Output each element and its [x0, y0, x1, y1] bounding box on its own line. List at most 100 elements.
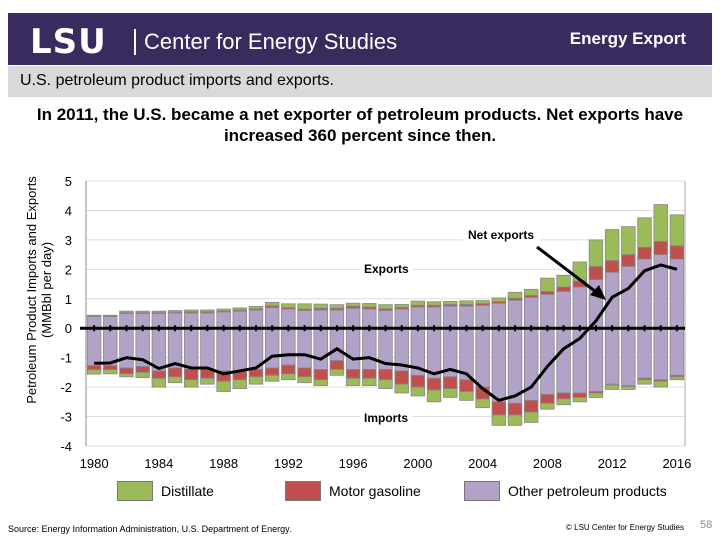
bar-imports-other-petroleum-products	[604, 327, 620, 385]
bar-exports-distillate	[119, 310, 134, 314]
x-tick-label: 1984	[144, 456, 173, 471]
lsu-logo: LSU	[30, 22, 107, 62]
bar-imports-distillate	[669, 376, 685, 381]
slide-subtitle: U.S. petroleum product imports and expor…	[8, 66, 712, 97]
bar-imports-motor-gasoline	[556, 392, 571, 400]
bar-imports-distillate	[103, 369, 118, 375]
bar-exports-distillate	[491, 297, 507, 302]
bar-imports-motor-gasoline	[362, 369, 377, 379]
bar-exports-distillate	[313, 303, 328, 309]
bar-exports-distillate	[135, 310, 150, 314]
bar-imports-motor-gasoline	[572, 392, 587, 398]
bar-imports-other-petroleum-products	[281, 327, 296, 366]
bar-imports-motor-gasoline	[297, 367, 312, 378]
bar-imports-distillate	[232, 379, 247, 389]
bar-exports-other-petroleum-products	[443, 305, 458, 329]
annotation-bg	[360, 408, 412, 424]
bar-exports-distillate	[151, 310, 167, 314]
bar-imports-other-petroleum-products	[491, 327, 507, 403]
bar-exports-distillate	[232, 307, 247, 311]
bar-imports-distillate	[637, 379, 652, 385]
bar-exports-distillate	[507, 291, 523, 299]
bar-imports-distillate	[86, 369, 102, 375]
bar-exports-distillate	[669, 214, 685, 247]
bar-exports-other-petroleum-products	[507, 299, 523, 329]
bar-imports-other-petroleum-products	[475, 327, 490, 388]
x-tick-label: 2004	[468, 456, 497, 471]
bar-imports-motor-gasoline	[443, 376, 458, 389]
bar-imports-distillate	[200, 377, 215, 385]
bar-exports-motor-gasoline	[588, 265, 604, 281]
bar-imports-distillate	[378, 379, 393, 389]
bar-imports-distillate	[264, 374, 280, 382]
bar-imports-other-petroleum-products	[232, 327, 247, 372]
bar-exports-distillate	[86, 314, 102, 317]
bar-imports-distillate	[410, 386, 426, 397]
bar-imports-motor-gasoline	[86, 365, 102, 371]
bar-imports-distillate	[556, 398, 571, 406]
bar-exports-motor-gasoline	[556, 286, 571, 292]
bar-exports-distillate	[200, 309, 215, 313]
x-tick-label: 2008	[533, 456, 562, 471]
bar-exports-distillate	[653, 204, 668, 242]
bar-imports-motor-gasoline	[103, 365, 118, 371]
bar-imports-other-petroleum-products	[556, 327, 571, 394]
bar-imports-motor-gasoline	[345, 369, 361, 379]
bar-exports-other-petroleum-products	[410, 306, 426, 329]
legend-label: Distillate	[161, 483, 214, 499]
y-axis-label-line: (MMBbl per day)	[39, 242, 54, 338]
annotation-arrow	[536, 245, 601, 297]
bar-exports-distillate	[604, 229, 620, 261]
bar-imports-other-petroleum-products	[345, 327, 361, 370]
bar-exports-distillate	[103, 314, 118, 317]
bar-imports-distillate	[329, 369, 345, 376]
bar-exports-distillate	[524, 288, 539, 296]
bar-imports-other-petroleum-products	[329, 327, 345, 362]
bar-imports-motor-gasoline	[248, 369, 264, 378]
annotation-bg	[463, 225, 539, 241]
bar-imports-other-petroleum-products	[216, 327, 231, 372]
bar-exports-distillate	[216, 308, 231, 312]
legend-swatch	[117, 481, 153, 501]
bar-imports-distillate	[572, 397, 587, 403]
bar-exports-other-petroleum-products	[459, 305, 474, 329]
legend-distillate: Distillate	[117, 481, 214, 501]
bar-imports-distillate	[297, 376, 312, 384]
annotation-bg	[360, 259, 412, 275]
bar-exports-distillate	[410, 300, 426, 306]
bar-imports-other-petroleum-products	[637, 327, 652, 379]
bar-imports-distillate	[621, 386, 636, 390]
bar-imports-distillate	[281, 373, 296, 381]
x-tick-label: 2012	[598, 456, 627, 471]
legend-swatch	[285, 481, 321, 501]
bar-imports-distillate	[119, 373, 134, 378]
legend-swatch	[464, 481, 500, 501]
bar-imports-motor-gasoline	[167, 367, 183, 378]
bar-exports-other-petroleum-products	[524, 296, 539, 329]
bar-imports-other-petroleum-products	[297, 327, 312, 369]
y-tick-label: -4	[60, 439, 72, 454]
bar-exports-motor-gasoline	[669, 245, 685, 260]
bar-imports-distillate	[475, 398, 490, 409]
bar-exports-other-petroleum-products	[556, 291, 571, 329]
y-axis-label-line: Petroleum Product Imports and Exports	[24, 176, 39, 404]
bar-exports-distillate	[329, 304, 345, 309]
bar-imports-motor-gasoline	[378, 369, 393, 381]
bar-exports-other-petroleum-products	[264, 307, 280, 329]
y-tick-label: -1	[60, 351, 72, 366]
bar-imports-other-petroleum-products	[86, 327, 102, 367]
page-number: 58	[700, 519, 713, 531]
bar-imports-distillate	[345, 377, 361, 387]
bar-imports-other-petroleum-products	[653, 327, 668, 381]
bar-imports-distillate	[459, 391, 474, 401]
annotation-net-exports: Net exports	[468, 228, 534, 242]
bar-exports-motor-gasoline	[653, 240, 668, 256]
arrowhead	[590, 285, 606, 300]
slide-headline: In 2011, the U.S. became a net exporter …	[36, 105, 684, 145]
annotation-imports: Imports	[364, 411, 408, 425]
bar-exports-distillate	[378, 304, 393, 310]
y-tick-label: 1	[65, 292, 72, 307]
x-tick-label: 1996	[339, 456, 368, 471]
bar-imports-distillate	[167, 376, 183, 384]
